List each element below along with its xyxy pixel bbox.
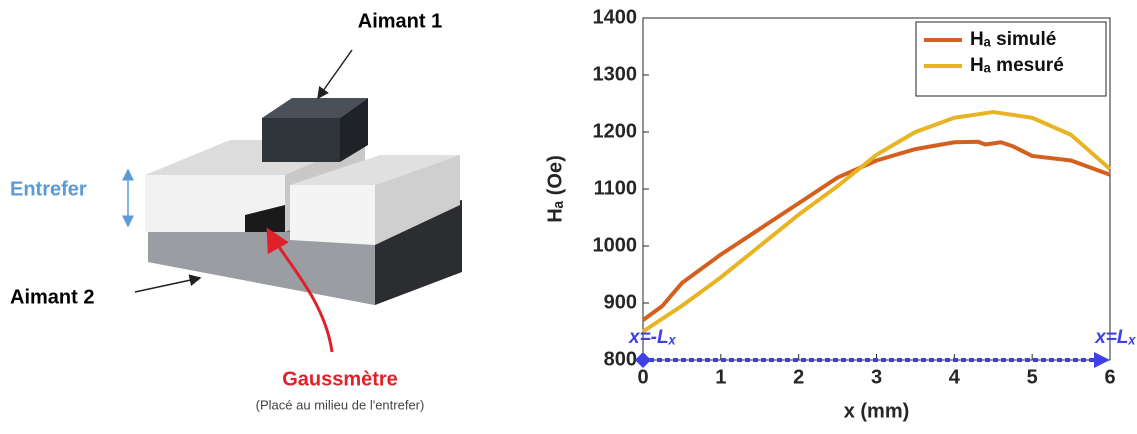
x-tick-label: 3 [871, 366, 882, 388]
legend-label: Hₐ simulé [970, 29, 1056, 50]
legend-box [915, 21, 1107, 97]
arrow [266, 227, 334, 353]
label: Entrefer [10, 178, 87, 200]
x-axis-label: x (mm) [844, 400, 910, 422]
label: (Placé au milieu de l'entrefer) [256, 397, 425, 412]
x-tick-label: 2 [793, 366, 804, 388]
y-tick-label: 800 [604, 348, 637, 370]
y-tick-label: 900 [604, 291, 637, 313]
y-tick-label: 1100 [594, 177, 637, 199]
y-tick-label: 1200 [593, 120, 638, 142]
x-tick-label: 1 [715, 366, 726, 388]
y-axis-label: Hₐ (Oe) [544, 155, 566, 223]
x-tick-label: 0 [637, 366, 648, 388]
line [641, 110, 1112, 334]
photo [145, 98, 462, 305]
y-tick-label: 1000 [593, 234, 638, 256]
chart: 800 900 1000 1100 1200 1300 1400 0 1 2 3 4 5 6 x (mm) H… [544, 6, 1136, 422]
label: Aimant 1 [358, 10, 442, 32]
x-tick-label: 6 [1104, 366, 1115, 388]
legend-label: Hₐ mesuré [970, 55, 1064, 76]
y-tick-label: 1400 [593, 6, 638, 28]
arrow [317, 49, 353, 100]
annotation: x=-Lₓ [628, 327, 677, 348]
line [641, 139, 1111, 322]
x-tick-label: 5 [1027, 366, 1038, 388]
span-end [1094, 352, 1110, 368]
arrow [134, 274, 202, 293]
annotation: x=Lₓ [1094, 327, 1136, 348]
x-tick-label: 4 [949, 366, 961, 388]
span-start [635, 352, 651, 368]
label: Aimant 2 [10, 286, 94, 308]
label: Gaussmètre [282, 368, 398, 390]
y-tick-label: 1300 [593, 63, 638, 85]
